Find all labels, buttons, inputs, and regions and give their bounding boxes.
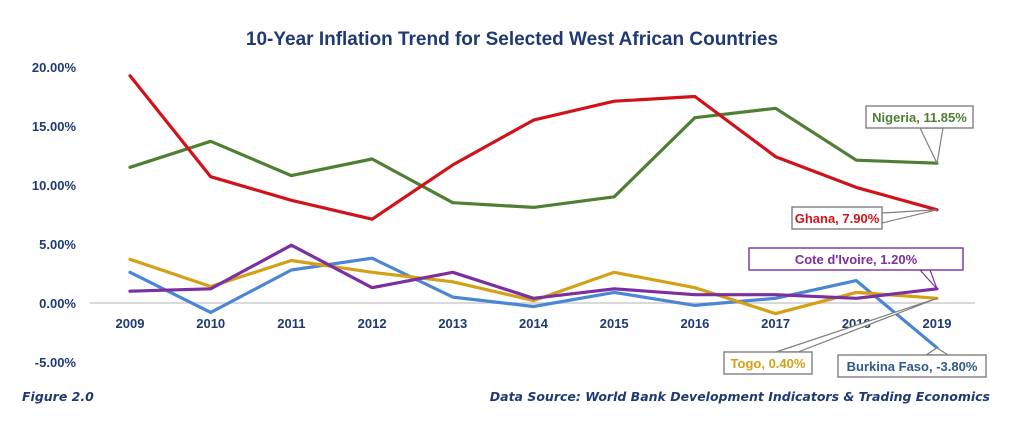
series-line-nigeria: [128, 106, 939, 209]
data-callouts: Ghana, 7.90% Nigeria, 11.85% Cote d'Ivoire…: [723, 105, 987, 378]
y-axis: 20.00% 15.00% 10.00% 5.00% 0.00% -5.00%: [32, 60, 77, 370]
x-tick-label: 2019: [923, 316, 952, 331]
x-tick-label: 2011: [277, 316, 305, 331]
callout-nigeria: Nigeria, 11.85%: [865, 105, 974, 166]
x-tick-label: 2009: [116, 316, 145, 331]
callout-box: [837, 354, 987, 378]
x-tick-label: 2016: [680, 316, 709, 331]
callout-ghana: Ghana, 7.90%: [791, 206, 938, 230]
x-tick-label: 2015: [600, 316, 629, 331]
callout-box: [723, 351, 813, 375]
callout-box: [748, 247, 964, 271]
callout-pointer: [918, 269, 938, 290]
series-line-togo: [128, 257, 939, 316]
y-tick-label: 0.00%: [39, 296, 76, 311]
y-tick-label: -5.00%: [35, 355, 77, 370]
callout-text: Ghana, 7.90%: [795, 211, 880, 226]
x-tick-label: 2012: [358, 316, 387, 331]
series-line-cote-d-ivoire: [128, 243, 939, 300]
chart-title: 10-Year Inflation Trend for Selected Wes…: [246, 29, 778, 50]
callout-text: Nigeria, 11.85%: [872, 110, 967, 125]
x-tick-label: 2010: [196, 316, 225, 331]
data-source-label: Data Source: World Bank Development Indi…: [489, 389, 990, 404]
y-tick-label: 15.00%: [32, 119, 77, 134]
callout-cote-d-ivoire: Cote d'Ivoire, 1.20%: [748, 247, 964, 290]
callout-text: Togo, 0.40%: [731, 356, 806, 371]
x-axis: 2009 2010 2011 2012 2013 2014 2015 2016 2017 2018…: [116, 316, 952, 331]
series-lines: [128, 74, 939, 350]
callout-pointer: [919, 127, 944, 166]
callout-togo: Togo, 0.40%: [723, 297, 938, 375]
figure-label: Figure 2.0: [22, 389, 94, 404]
callout-text: Burkina Faso, -3.80%: [847, 359, 978, 374]
callout-text: Cote d'Ivoire, 1.20%: [795, 252, 918, 267]
callout-burkina-faso: Burkina Faso, -3.80%: [837, 347, 987, 378]
callout-box: [865, 105, 974, 129]
callout-pointer: [923, 347, 951, 356]
series-line-burkina-faso: [128, 256, 939, 350]
callout-box: [791, 206, 883, 230]
x-tick-label: 2013: [438, 316, 467, 331]
y-tick-label: 20.00%: [32, 60, 77, 75]
callout-pointer: [881, 209, 938, 224]
x-tick-label: 2014: [519, 316, 549, 331]
y-tick-label: 5.00%: [39, 237, 76, 252]
y-tick-label: 10.00%: [32, 178, 77, 193]
series-line-ghana: [128, 74, 939, 221]
x-tick-label: 2017: [761, 316, 790, 331]
